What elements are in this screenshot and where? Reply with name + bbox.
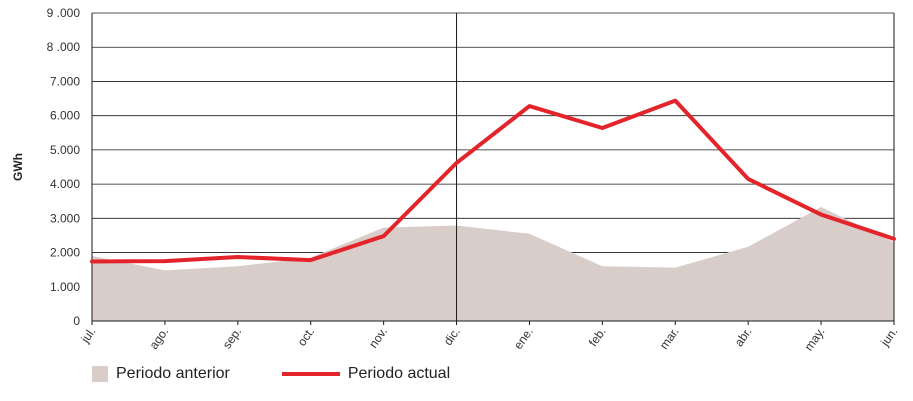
x-tick-label: ene.: [511, 325, 536, 352]
legend-label-anterior: Periodo anterior: [116, 365, 230, 382]
x-tick-label: abr.: [732, 325, 755, 349]
y-tick-label: 7.000: [50, 74, 80, 88]
x-tick-label: mar.: [657, 325, 682, 352]
x-tick-label: feb.: [586, 325, 609, 349]
series-area-group: [92, 207, 894, 321]
y-tick-label: 9 .000: [47, 6, 81, 20]
x-tick-label: oct.: [295, 325, 318, 349]
x-tick-label: dic.: [441, 325, 463, 348]
x-tick-labels: jul. ago. sep. oct. nov. dic. ene. feb. mar. abr.…: [78, 325, 901, 354]
y-axis-label: GWh: [11, 153, 25, 181]
series-line-group: [90, 98, 896, 264]
y-tick-label: 5.000: [50, 143, 80, 157]
y-tick-label: 0: [73, 314, 80, 328]
x-tick-label: jun.: [877, 325, 900, 350]
x-tick-label: sep.: [220, 325, 244, 352]
y-tick-label: 4.000: [50, 177, 80, 191]
y-tick-label: 6.000: [50, 109, 80, 123]
x-tick-label: ago.: [147, 325, 172, 352]
legend-item-anterior: Periodo anterior: [92, 365, 230, 383]
y-tick-label: 1.000: [50, 280, 80, 294]
series-line-periodo-actual: [90, 98, 896, 264]
plot-frame: [91, 13, 895, 325]
y-tick-labels: 0 1.000 2.000 3.000 4.000 5.000 6.000 7.000 8 .0…: [47, 6, 81, 328]
series-area-periodo-anterior: [92, 207, 894, 321]
legend-swatch-anterior: [92, 366, 108, 382]
x-tick-label: may.: [802, 325, 828, 354]
legend: Periodo anterior Periodo actual: [92, 362, 502, 386]
x-tick-label: nov.: [366, 325, 390, 351]
chart: 0 1.000 2.000 3.000 4.000 5.000 6.000 7.000 8 .0…: [11, 6, 901, 354]
x-tick-label: jul.: [78, 325, 99, 346]
legend-label-actual: Periodo actual: [347, 365, 451, 382]
legend-swatch-actual: [281, 372, 340, 376]
legend-item-actual: Periodo actual: [281, 365, 451, 383]
y-tick-label: 8 .000: [47, 40, 81, 54]
y-tick-label: 2.000: [50, 246, 80, 260]
y-tick-label: 3.000: [50, 211, 80, 225]
